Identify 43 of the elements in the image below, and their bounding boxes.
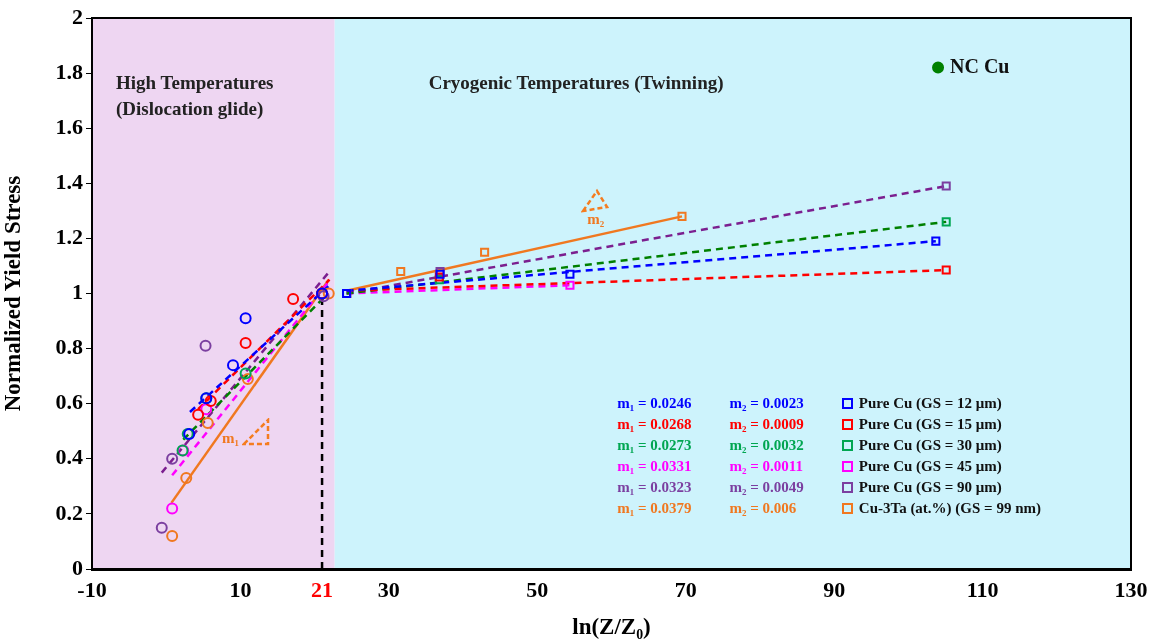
annotation: m₂ = 0.0023 (729, 395, 804, 412)
annotation: m₂ = 0.006 (729, 500, 798, 517)
y-tick-label: 1.8 (55, 58, 83, 84)
y-tick-label: 1.6 (55, 113, 83, 139)
legend-label: Pure Cu (GS = 45 μm) (858, 458, 1002, 474)
x-tick-label: 90 (823, 576, 846, 602)
legend-label: Pure Cu (GS = 15 μm) (858, 416, 1002, 432)
x-tick-label: 10 (229, 576, 252, 602)
annotation: m₂ (587, 210, 605, 228)
x-tick-label: 30 (377, 576, 400, 602)
x-tick-label: 110 (966, 576, 999, 602)
band-label: Cryogenic Temperatures (Twinning) (428, 72, 724, 95)
legend-label: Pure Cu (GS = 90 μm) (858, 479, 1002, 495)
annotation: m₂ = 0.0011 (729, 458, 804, 475)
x-tick-label: 130 (1114, 576, 1148, 602)
y-tick-label: 1.2 (55, 224, 83, 250)
annotation: m₂ = 0.0049 (729, 479, 804, 496)
x-tick-label: 70 (674, 576, 697, 602)
annotation: m₁ = 0.0323 (617, 479, 692, 496)
annotation: m₂ = 0.0009 (729, 416, 804, 433)
annotation: m₁ = 0.0331 (617, 458, 692, 475)
y-tick-label: 0.4 (55, 444, 83, 470)
annotation: m₁ = 0.0273 (617, 437, 692, 454)
x-axis-title: ln(Z/Z₀) (572, 614, 651, 640)
annotation: m₁ (222, 430, 240, 448)
y-tick-label: 2 (72, 3, 83, 29)
legend-label: Cu-3Ta (at.%) (GS = 99 nm) (858, 500, 1041, 516)
annotation: m₁ = 0.0246 (617, 395, 692, 412)
y-axis-title: Normalized Yield Stress (0, 175, 25, 412)
series-label: NC Cu (950, 54, 1010, 77)
legend-label: Pure Cu (GS = 12 μm) (858, 395, 1002, 411)
annotation: m₂ = 0.0032 (729, 437, 804, 454)
y-tick-label: 0.6 (55, 389, 83, 415)
y-tick-label: 0.2 (55, 499, 83, 525)
annotation: m₁ = 0.0379 (617, 500, 692, 517)
legend-label: Pure Cu (GS = 30 μm) (858, 437, 1002, 453)
x-tick-label: 21 (311, 576, 334, 602)
annotation: m₁ = 0.0268 (617, 416, 692, 433)
x-tick-label: 50 (526, 576, 549, 602)
band-label: High Temperatures (Dislocation glide) (116, 72, 274, 121)
y-tick-label: 0.8 (55, 334, 83, 360)
y-tick-label: 1 (72, 279, 83, 305)
y-tick-label: 1.4 (55, 168, 83, 194)
